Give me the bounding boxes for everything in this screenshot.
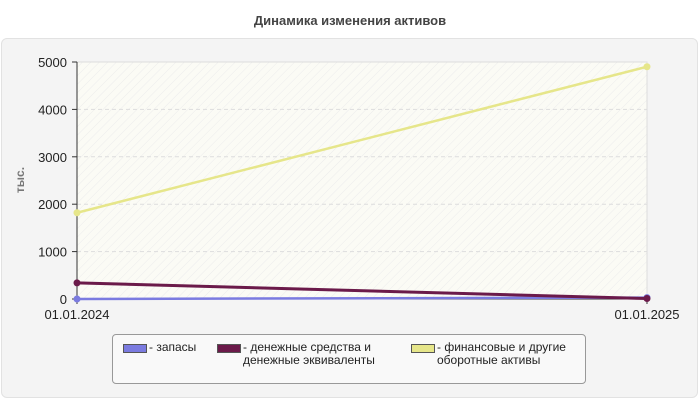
x-tick-label: 01.01.2025	[614, 307, 679, 322]
y-axis-label: тыс.	[13, 167, 27, 193]
legend-swatch	[123, 344, 147, 353]
y-tick-label: 3000	[38, 150, 67, 165]
data-point-2-1	[643, 63, 651, 71]
legend-item-cash: - денежные средства и денежные эквивален…	[217, 341, 387, 367]
series-line-0	[76, 296, 648, 301]
legend-item-financial: - финансовые и другие оборотные активы	[411, 341, 576, 367]
legend: - запасы - денежные средства и денежные …	[112, 334, 586, 384]
data-point-1-0	[73, 279, 81, 287]
series-line-1	[76, 281, 648, 301]
y-tick-label: 5000	[38, 55, 67, 70]
legend-label: - запасы	[149, 340, 197, 354]
y-tick-label: 0	[60, 292, 67, 307]
legend-label: - денежные средства и денежные эквивален…	[243, 340, 375, 367]
data-point-2-0	[73, 209, 81, 217]
y-tick-label: 4000	[38, 102, 67, 117]
series-line-2	[76, 65, 648, 214]
y-tick-label: 1000	[38, 245, 67, 260]
legend-label: - финансовые и другие оборотные активы	[437, 340, 566, 367]
plot-area	[76, 61, 648, 300]
data-point-0-0	[73, 295, 81, 303]
y-tick-label: 2000	[38, 197, 67, 212]
x-tick-label: 01.01.2024	[44, 307, 109, 322]
legend-swatch	[217, 344, 241, 353]
legend-item-zapasy: - запасы	[123, 341, 196, 354]
chart-title: Динамика изменения активов	[253, 13, 447, 28]
legend-swatch	[411, 344, 435, 353]
data-point-1-1	[643, 295, 651, 303]
